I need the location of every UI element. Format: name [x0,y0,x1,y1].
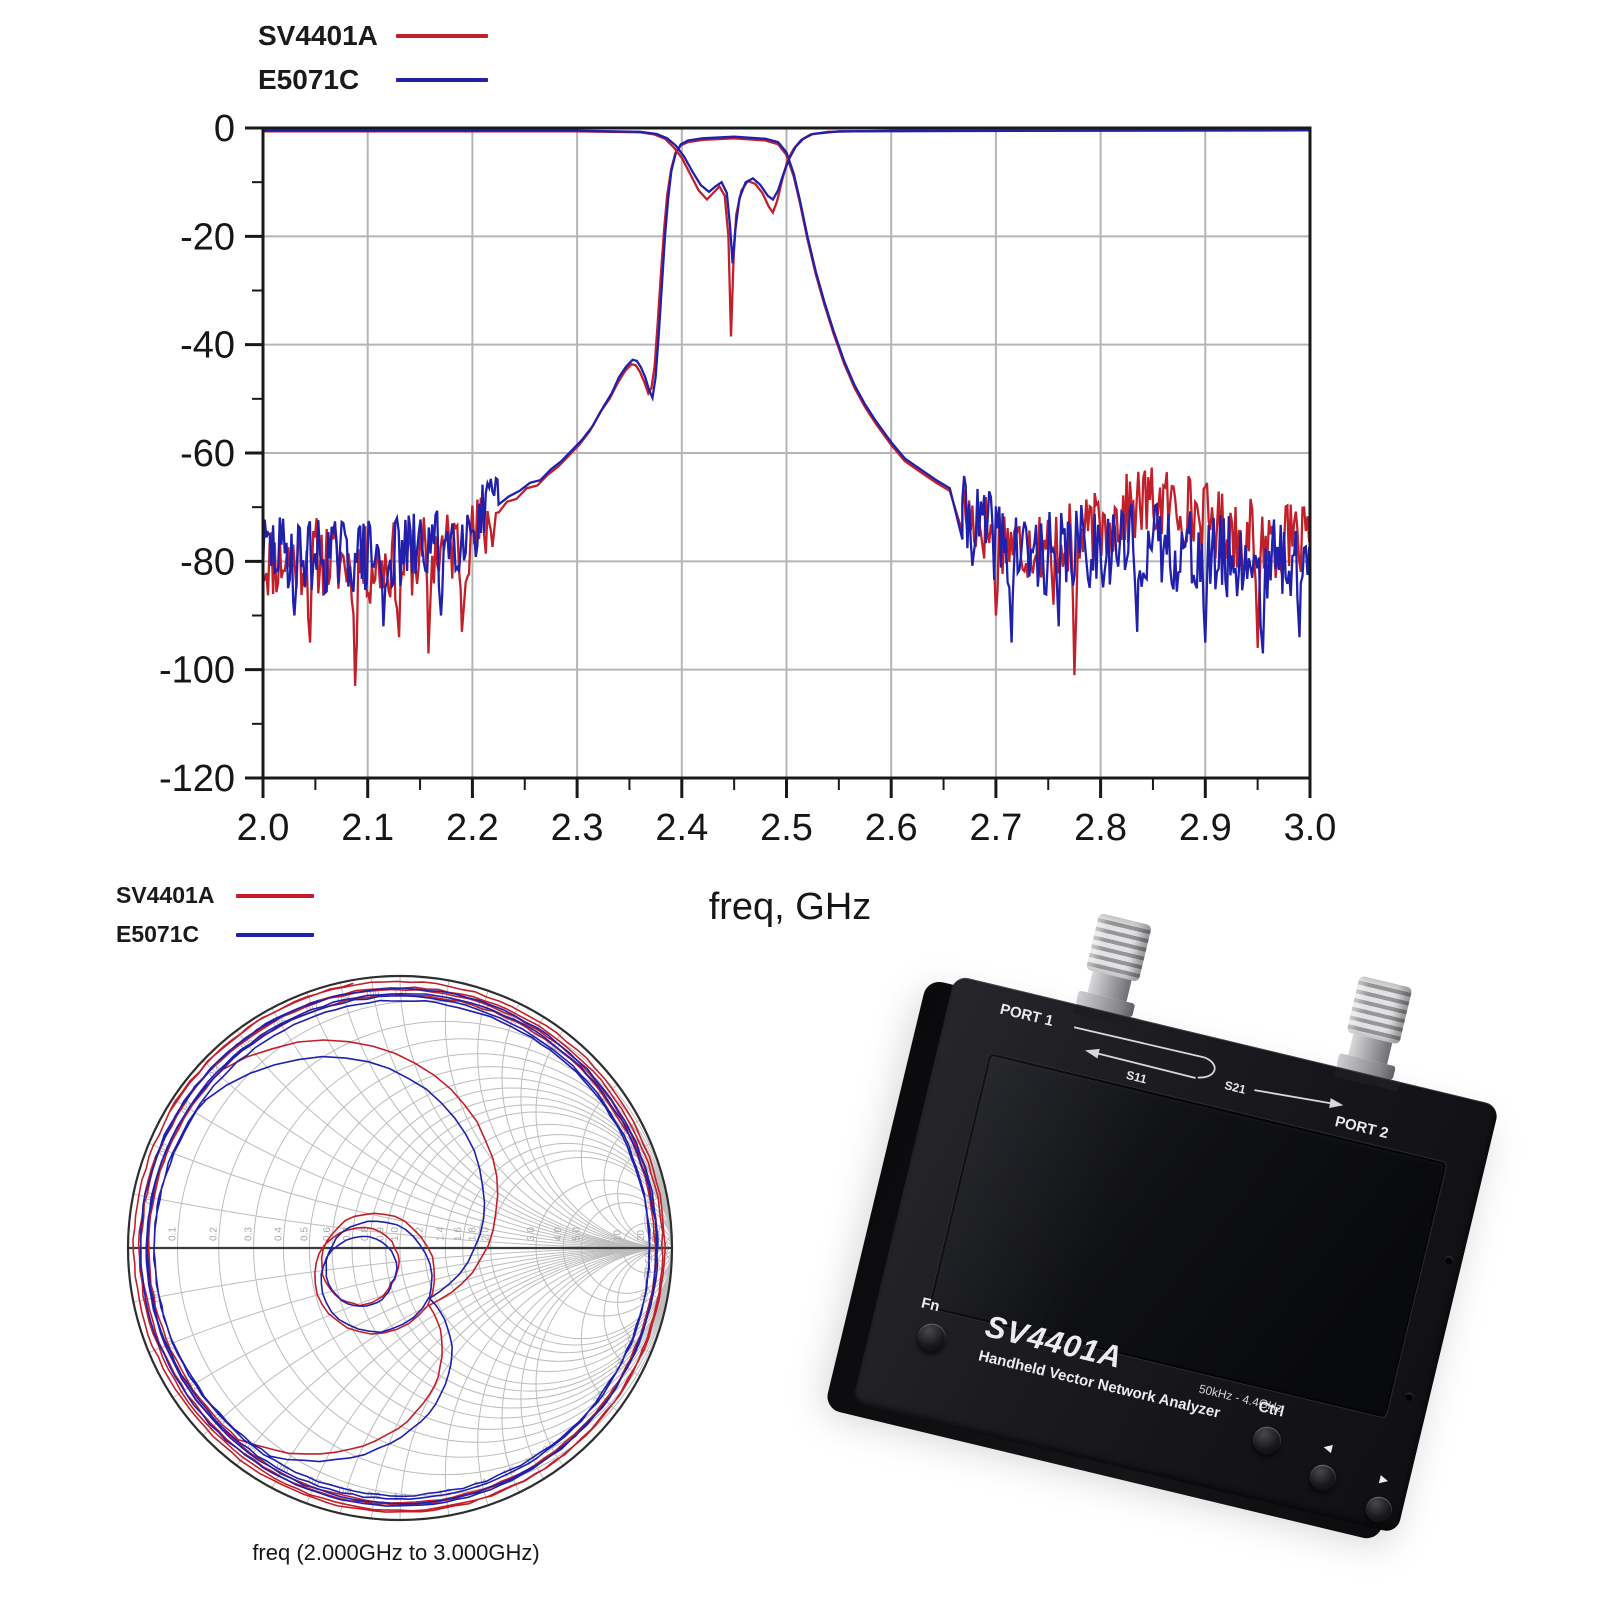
legend-swatch-e5071c [236,932,314,937]
left-arrow-icon: ◄ [1319,1437,1337,1457]
ctrl-button [1250,1423,1284,1458]
legend-swatch-e5071c [396,78,488,82]
fn-label: Fn [919,1294,942,1316]
smith-axis-label: 0.2 [209,1227,220,1241]
s-parameter-chart: 2.0 2.1 2.2 2.3 2.4 2.5 2.6 2.7 2.8 2.9 3.0 0 -20 -40… [159,108,1337,849]
smith-rim-label: 1.0 [393,1492,406,1503]
legend-main: SV4401A E5071C [258,20,488,108]
legend-item-sv4401a: SV4401A [116,882,314,909]
legend-item-sv4401a: SV4401A [258,20,488,52]
fn-button [914,1320,949,1355]
s11-hook-line [1197,1056,1216,1079]
smith-axis-label: 0.9 [376,1227,387,1241]
y-tick-label: 0 [214,108,235,150]
right-button [1363,1494,1395,1526]
vna-device-photo: PORT 1 S11 S21 PORT 2 Fn SV4401A Handhel… [819,913,1500,1549]
s11-arrowhead-icon [1084,1048,1100,1059]
x-tick-label: 2.1 [341,807,394,849]
legend-item-e5071c: E5071C [116,921,314,948]
smith-axis-label: 1.8 [468,1227,479,1241]
left-button [1307,1462,1339,1494]
legend-label-e5071c: E5071C [258,64,360,95]
port1-n-connector [1073,913,1154,1030]
smith-axis-label: 1.6 [453,1227,464,1241]
port2-n-connector [1333,975,1415,1092]
smith-axis-label: 20 [636,1229,647,1241]
y-tick-label: -80 [180,541,235,583]
x-tick-label: 3.0 [1284,807,1337,849]
smith-axis-label: 2.0 [481,1227,492,1241]
smith-axis-label: 5.0 [571,1227,582,1241]
smith-chart: 0.1 0.2 0.3 0.4 0.5 0.6 0.7 0.8 0.9 1.0 1.2 1.4 1.6 1… [126,974,674,1522]
x-axis-title: freq, GHz [708,886,872,928]
port1-label: PORT 1 [998,1001,1055,1030]
legend-swatch-sv4401a [236,893,314,898]
screw-icon [1404,1391,1414,1402]
series-sv-s21 [263,137,1310,686]
device-body: PORT 1 S11 S21 PORT 2 Fn SV4401A Handhel… [852,913,1500,1534]
smith-axis-label: 1.4 [435,1227,446,1241]
screw-icon [1444,1255,1454,1266]
x-tick-label: 2.6 [865,807,918,849]
s21-arrow-line [1254,1089,1332,1105]
x-tick-label: 2.3 [551,807,604,849]
smith-axis-label: 0.7 [342,1227,353,1241]
port1-line [1073,1026,1205,1059]
y-tick-label: -120 [159,758,235,800]
y-tick-label: -100 [159,650,235,692]
s11-label: S11 [1125,1068,1149,1087]
x-tick-label: 2.7 [969,807,1022,849]
smith-axis-label: 1.2 [415,1227,426,1241]
smith-axis-label: 0.3 [244,1227,255,1241]
x-tick-label: 2.9 [1179,807,1232,849]
legend-label-sv4401a: SV4401A [258,20,378,51]
smith-axis-label: 10 [613,1229,624,1241]
x-tick-label: 2.2 [446,807,499,849]
x-tick-label: 2.8 [1074,807,1127,849]
series-e5-s11 [263,129,1310,264]
smith-axis-label: 0.5 [299,1227,310,1241]
legend-item-e5071c: E5071C [258,64,488,96]
smith-axis-label: 0.1 [168,1227,179,1241]
smith-rim-label: 1.4 [473,1477,489,1492]
s21-arrowhead-icon [1329,1098,1344,1109]
smith-trace-sv-smith [132,980,667,1513]
legend-smith: SV4401A E5071C [116,882,314,960]
smith-axis-label: 0.8 [360,1227,371,1241]
smith-axis-label: 4.0 [553,1227,564,1241]
legend-swatch-sv4401a [396,34,488,38]
y-tick-label: -40 [180,325,235,367]
smith-axis-label: 1.0 [390,1227,401,1241]
smith-axis-label: 0.4 [273,1227,284,1241]
y-tick-label: -60 [180,433,235,475]
smith-axis-label: 3.0 [526,1227,537,1241]
smith-caption: freq (2.000GHz to 3.000GHz) [252,1540,540,1565]
legend-label-e5071c: E5071C [116,921,200,947]
right-arrow-icon: ► [1375,1469,1393,1489]
y-tick-label: -20 [180,216,235,258]
series-e5-s21 [263,135,1310,654]
legend-label-sv4401a: SV4401A [116,882,215,908]
x-tick-label: 2.5 [760,807,813,849]
smith-axis-label: 0.6 [322,1227,333,1241]
plot-area [263,129,1310,686]
smith-grid [128,976,672,1520]
smith-trace-e5-smith [139,987,659,1507]
s11-arrow-line [1094,1051,1196,1079]
x-tick-label: 2.4 [655,807,708,849]
x-tick-label: 2.0 [237,807,290,849]
s21-label: S21 [1223,1078,1247,1097]
